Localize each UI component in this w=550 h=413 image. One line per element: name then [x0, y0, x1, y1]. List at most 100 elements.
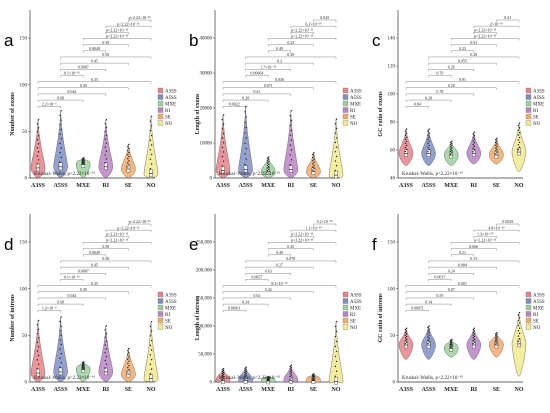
p-value-label: p<2.22×10⁻¹⁶ [291, 232, 314, 237]
p-value-label: 0.0007 [78, 64, 89, 69]
p-value-label: p<2.22×10⁻¹⁶ [129, 15, 152, 20]
outlier-point [36, 163, 39, 165]
outlier-point [222, 369, 225, 372]
outlier-point [149, 158, 152, 160]
y-tick-label: 100 [20, 287, 28, 292]
outlier-point [81, 158, 84, 161]
outlier-point [105, 150, 108, 152]
outlier-point [81, 363, 84, 365]
y-tick-label: 140 [388, 37, 396, 42]
legend-label-NO: NO [350, 326, 358, 331]
outlier-point [36, 139, 39, 141]
comparison-bracket [83, 50, 106, 53]
y-axis-label: Number of introns [10, 294, 16, 342]
outlier-point [60, 334, 62, 337]
legend-label-A5SS: A5SS [165, 300, 177, 305]
outlier-point [149, 149, 152, 151]
outlier-point [335, 118, 338, 120]
legend-swatch-RI [525, 311, 532, 317]
p-value-label: 0.70 [436, 71, 443, 76]
p-value-label: 0.078 [286, 256, 295, 261]
outlier-point [128, 147, 130, 150]
outlier-point [37, 346, 40, 348]
outlier-point [334, 169, 337, 172]
legend-label-A3SS: A3SS [165, 89, 177, 94]
legend-label-A3SS: A3SS [165, 293, 177, 298]
legend-label-SE: SE [533, 319, 539, 324]
outlier-point [104, 122, 106, 125]
panel-letter-a: a [4, 31, 14, 50]
outlier-point [473, 341, 476, 343]
outlier-point [221, 155, 224, 158]
outlier-point [495, 147, 497, 149]
outlier-point [149, 139, 152, 141]
x-label-SE: SE [493, 387, 500, 393]
p-value-label: 0.02 [253, 293, 260, 298]
outlier-point [128, 151, 130, 154]
outlier-point [449, 340, 452, 343]
outlier-point [104, 329, 106, 331]
outlier-point [517, 330, 520, 332]
p-value-label: 8.3×10⁻¹⁰ [271, 281, 288, 286]
outlier-point [428, 331, 430, 334]
legend-swatch-A3SS [525, 291, 532, 298]
x-label-A5SS: A5SS [422, 387, 437, 393]
legend-swatch-MXE [157, 304, 164, 311]
outlier-point [128, 360, 130, 362]
x-label-A5SS: A5SS [239, 183, 254, 189]
p-value-label: 0.24 [448, 268, 455, 273]
outlier-point [104, 367, 106, 369]
p-value-label: 0.58 [102, 40, 109, 45]
outlier-point [472, 147, 474, 149]
outlier-point [312, 373, 314, 376]
p-value-label: 0.0007 [78, 268, 89, 273]
y-tick-label: 50 [390, 334, 396, 339]
comparison-bracket [451, 242, 520, 245]
outlier-point [290, 369, 293, 371]
outlier-point [221, 368, 224, 371]
outlier-point [60, 343, 62, 346]
outlier-point [105, 134, 108, 137]
outlier-point [335, 360, 338, 363]
outlier-point [104, 130, 106, 133]
outlier-point [473, 333, 476, 335]
outlier-point [128, 156, 130, 158]
comparison-bracket [37, 285, 152, 288]
outlier-point [312, 376, 314, 378]
outlier-point [60, 110, 62, 112]
outlier-point [266, 376, 269, 378]
comparison-bracket [222, 303, 269, 307]
outlier-point [222, 377, 225, 380]
outlier-point [449, 339, 452, 341]
outlier-point [36, 359, 39, 361]
comparison-bracket [37, 81, 152, 84]
outlier-point [335, 340, 338, 343]
outlier-point [245, 116, 247, 118]
p-value-label: 0.3 [277, 58, 282, 63]
outlier-point [83, 365, 85, 367]
p-value-label: 0.63 [265, 268, 272, 273]
comparison-bracket [60, 279, 84, 282]
outlier-point [427, 142, 429, 145]
outlier-point [128, 364, 130, 367]
outlier-point [128, 356, 130, 358]
outlier-point [334, 141, 337, 144]
y-tick-label: 40000 [200, 37, 213, 42]
p-value-label: 0.84 [414, 101, 421, 106]
outlier-point [404, 340, 407, 342]
outlier-point [496, 137, 498, 139]
outlier-point [451, 152, 453, 154]
outlier-point [150, 144, 153, 146]
outlier-point [59, 320, 61, 323]
outlier-point [290, 119, 293, 122]
legend-swatch-A5SS [525, 94, 532, 100]
violin-A5SS [53, 110, 68, 179]
x-label-A3SS: A3SS [216, 387, 231, 393]
x-label-A5SS: A5SS [54, 183, 69, 189]
outlier-point [37, 337, 40, 339]
legend-swatch-MXE [342, 100, 349, 107]
outlier-point [518, 327, 521, 329]
outlier-point [313, 167, 315, 170]
comparison-bracket [268, 248, 314, 251]
